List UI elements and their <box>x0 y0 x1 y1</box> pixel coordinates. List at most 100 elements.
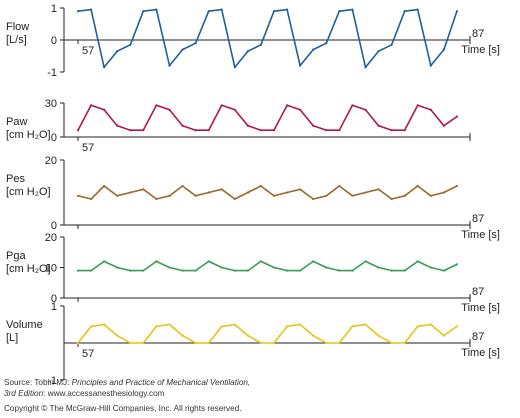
y-tick-label-pes-1: 0 <box>51 220 57 232</box>
x-axis-label-pes: Time [s] <box>461 229 500 241</box>
source-edition: 3rd Edition <box>4 389 44 398</box>
data-point-pes-22 <box>364 191 367 194</box>
x-end-label-flow: 87 <box>472 28 484 40</box>
y-label-flow-0: Flow <box>6 21 29 33</box>
data-point-flow-10 <box>207 10 210 13</box>
data-point-flow-2 <box>103 66 106 69</box>
series-line-paw <box>77 104 458 131</box>
data-point-pes-25 <box>403 194 406 197</box>
data-point-volume-2 <box>103 323 106 326</box>
data-point-pes-18 <box>312 197 315 201</box>
panel-volume: 1 -1 Volume[L] 57 87 Time [s] <box>6 301 500 387</box>
data-point-pes-10 <box>207 191 210 194</box>
data-point-volume-25 <box>403 341 406 345</box>
data-point-pes-0 <box>76 194 80 197</box>
x-axis-label-volume: Time [s] <box>461 347 500 359</box>
y-tick-label-pes-0: 20 <box>45 155 57 167</box>
data-point-flow-4 <box>129 43 132 46</box>
data-point-pga-18 <box>312 260 315 263</box>
x-axis-label-pga: Time [s] <box>461 302 500 314</box>
data-point-pes-16 <box>286 191 289 194</box>
data-point-volume-22 <box>364 323 367 326</box>
data-point-paw-14 <box>259 129 262 132</box>
data-point-pes-5 <box>142 188 145 191</box>
data-point-pga-0 <box>76 269 80 272</box>
data-point-pes-26 <box>416 184 419 188</box>
y-tick-label-flow-2: -1 <box>47 67 57 79</box>
data-point-paw-3 <box>116 124 119 127</box>
data-point-paw-9 <box>194 129 197 132</box>
data-point-paw-17 <box>299 108 302 111</box>
data-point-pga-22 <box>364 260 367 263</box>
data-point-flow-15 <box>272 10 276 13</box>
data-point-volume-24 <box>390 341 393 345</box>
data-point-pga-13 <box>246 269 249 272</box>
data-point-pga-17 <box>299 269 302 272</box>
data-point-volume-16 <box>286 325 289 328</box>
data-point-flow-27 <box>429 64 432 67</box>
data-point-pes-13 <box>246 191 249 194</box>
data-point-paw-15 <box>272 129 276 132</box>
x-start-label-flow: 57 <box>82 45 94 57</box>
y-tick-label-pga-2: 0 <box>51 293 57 305</box>
data-point-paw-8 <box>181 124 184 127</box>
data-point-flow-12 <box>233 66 236 69</box>
series-line-flow <box>77 8 458 68</box>
data-point-flow-8 <box>181 48 184 51</box>
data-point-pes-11 <box>220 188 223 191</box>
data-point-pga-8 <box>181 269 184 272</box>
data-point-pga-9 <box>194 269 197 272</box>
data-point-pes-4 <box>129 191 132 194</box>
data-point-volume-21 <box>351 325 354 328</box>
data-point-pes-29 <box>455 184 458 188</box>
data-point-pes-15 <box>272 194 276 197</box>
data-point-pes-20 <box>338 184 341 188</box>
data-point-paw-10 <box>207 129 210 132</box>
data-point-volume-0 <box>76 341 80 345</box>
data-point-pga-24 <box>390 269 393 272</box>
data-point-volume-8 <box>181 334 184 337</box>
data-point-volume-26 <box>416 325 419 328</box>
data-point-flow-22 <box>364 66 367 69</box>
data-point-volume-23 <box>377 334 380 337</box>
data-point-flow-9 <box>194 42 197 45</box>
source-line-2: 3rd Edition: www.accessanesthesiology.co… <box>4 389 165 398</box>
data-point-flow-17 <box>299 64 302 67</box>
data-point-pes-2 <box>103 184 106 188</box>
data-point-flow-3 <box>116 50 119 53</box>
data-point-pes-17 <box>299 188 302 191</box>
data-point-paw-21 <box>351 104 354 107</box>
data-point-volume-9 <box>194 341 197 345</box>
data-point-flow-28 <box>442 48 445 51</box>
data-point-volume-14 <box>259 341 262 345</box>
y-tick-label-flow-1: 0 <box>51 35 57 47</box>
data-point-pes-9 <box>194 194 197 197</box>
data-point-paw-25 <box>403 129 406 132</box>
data-point-pes-14 <box>259 184 262 188</box>
data-point-pga-2 <box>103 260 106 263</box>
data-point-pes-8 <box>181 184 184 188</box>
data-point-paw-2 <box>103 108 106 111</box>
x-start-label-volume: 57 <box>82 348 94 360</box>
data-point-volume-18 <box>312 334 315 337</box>
data-point-paw-0 <box>76 129 80 132</box>
data-point-flow-0 <box>76 10 80 13</box>
data-point-pga-3 <box>116 266 119 269</box>
series-line-pga <box>78 260 458 272</box>
data-point-pga-1 <box>90 269 93 272</box>
data-point-volume-11 <box>220 325 223 328</box>
data-point-flow-7 <box>168 64 171 67</box>
data-point-pga-21 <box>351 269 354 272</box>
y-label-pga-0: Pga <box>6 250 26 262</box>
data-point-pga-10 <box>207 260 210 263</box>
y-tick-label-pga-0: 20 <box>45 232 57 244</box>
source-title: Principles and Practice of Mechanical Ve… <box>71 378 251 387</box>
data-point-pes-27 <box>429 194 432 197</box>
data-point-volume-6 <box>155 325 158 328</box>
x-end-label-pes: 87 <box>472 213 484 225</box>
data-point-pes-19 <box>325 194 328 197</box>
data-point-paw-16 <box>286 104 289 107</box>
source-line-1: Source: Tobin MJ: Principles and Practic… <box>4 378 250 387</box>
